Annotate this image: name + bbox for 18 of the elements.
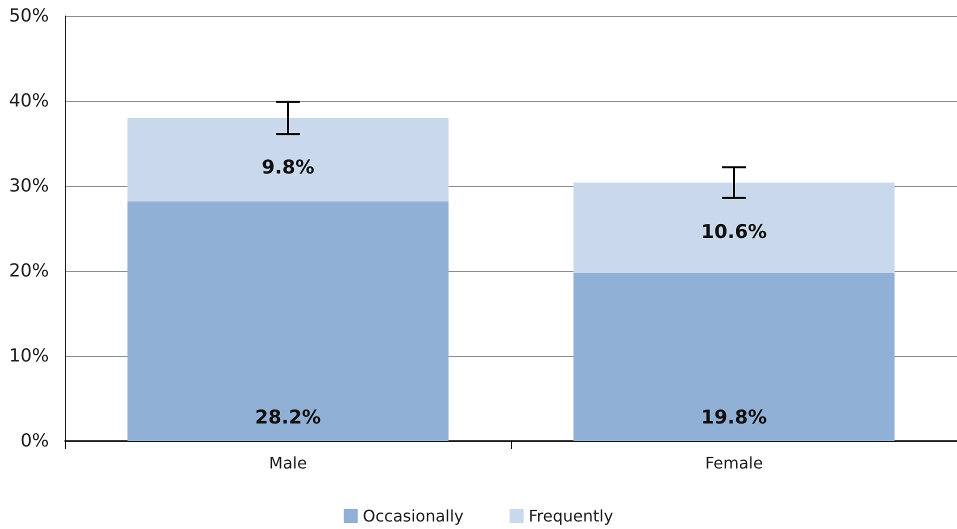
x-tick-label: Male xyxy=(269,454,307,472)
data-label: 10.6% xyxy=(701,221,767,244)
bar xyxy=(127,201,449,441)
y-tick-label: 0% xyxy=(20,430,49,452)
legend-label: Occasionally xyxy=(362,506,464,526)
y-tick-label: 40% xyxy=(8,90,49,112)
y-tick-label: 10% xyxy=(8,346,49,366)
data-label: 19.8% xyxy=(701,406,767,428)
y-tick-label: 50% xyxy=(8,6,49,26)
bar xyxy=(573,182,895,273)
bar xyxy=(127,118,449,202)
y-tick-label: 20% xyxy=(8,260,49,282)
y-tick-label: 30% xyxy=(8,176,49,196)
data-label: 28.2% xyxy=(255,406,321,428)
legend-label: Frequently xyxy=(528,506,614,526)
data-label: 9.8% xyxy=(262,156,314,178)
bar xyxy=(573,272,895,441)
x-tick-label: Female xyxy=(705,454,763,472)
